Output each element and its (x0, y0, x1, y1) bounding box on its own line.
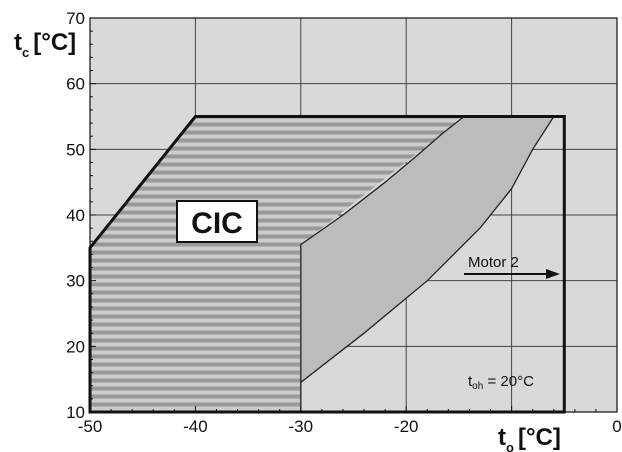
stripe (90, 122, 465, 127)
stripe (90, 202, 465, 207)
tick-marks (89, 17, 618, 413)
y-tick-label: 60 (66, 75, 85, 94)
x-tick-label: -50 (78, 417, 103, 436)
stripe (90, 338, 465, 343)
stripe (90, 146, 465, 151)
motor-annotation: Motor 2 (464, 254, 560, 279)
stripe (90, 354, 465, 359)
x-tick-label: -30 (289, 417, 314, 436)
y-tick-label: 30 (66, 272, 85, 291)
stripe (90, 298, 465, 303)
y-axis-subscript: c (22, 45, 29, 60)
envelope-outline (88, 115, 566, 414)
x-axis-subscript: o (506, 440, 514, 452)
y-axis-unit: [°C] (33, 29, 76, 56)
y-tick-label: 70 (66, 9, 85, 28)
stripe (90, 226, 465, 231)
motor-arrow-head (546, 269, 560, 279)
stripe (90, 194, 465, 199)
stripe (90, 394, 465, 399)
stripe (90, 274, 465, 279)
shaded-band-region (300, 116, 554, 383)
stripe (90, 162, 465, 167)
motor-label: Motor 2 (468, 254, 519, 271)
toh-symbol: t (468, 373, 473, 390)
stripe (90, 130, 465, 135)
stripe (90, 138, 465, 143)
stripe (90, 386, 465, 391)
x-tick-label: -40 (183, 417, 208, 436)
stripe (90, 210, 465, 215)
boundary-curves (300, 115, 555, 412)
stripe (90, 218, 465, 223)
stripe (90, 234, 465, 239)
stripe (90, 242, 465, 247)
cic-logo: CIC (176, 200, 258, 243)
stripe (90, 306, 465, 311)
y-axis-symbol: t (14, 29, 22, 56)
stripe (90, 362, 465, 367)
toh-value: = 20°C (483, 373, 534, 390)
tick-labels: 10 20 30 40 50 60 70 -50 -40 -30 -20 0 (66, 9, 622, 436)
stripe (90, 322, 465, 327)
stripe (90, 346, 465, 351)
stripe (90, 250, 465, 255)
stripe (90, 290, 465, 295)
stripe (90, 282, 465, 287)
x-tick-label: 0 (612, 417, 621, 436)
y-tick-label: 50 (66, 140, 85, 159)
x-axis-symbol: t (498, 424, 506, 451)
toh-annotation: toh = 20°C (468, 373, 534, 392)
stripe (90, 402, 465, 407)
toh-subscript: oh (472, 381, 483, 392)
y-axis-title: tc [°C] (14, 29, 76, 60)
cic-logo-text: CIC (191, 207, 243, 240)
x-axis-unit: [°C] (518, 424, 561, 451)
stripe (90, 370, 465, 375)
x-axis-title: to [°C] (498, 424, 561, 452)
band-left-curve (300, 115, 465, 246)
stripe (90, 154, 465, 159)
x-tick-label: -20 (394, 417, 419, 436)
band-right-curve (300, 116, 555, 383)
stripe (90, 170, 465, 175)
stripe (90, 258, 465, 263)
stripe (90, 314, 465, 319)
y-tick-label: 20 (66, 337, 85, 356)
stripe (90, 178, 465, 183)
y-tick-label: 40 (66, 206, 85, 225)
y-tick-label: 10 (66, 403, 85, 422)
stripe (90, 186, 465, 191)
stripe (90, 266, 465, 271)
stripe (90, 378, 465, 383)
stripe (90, 330, 465, 335)
